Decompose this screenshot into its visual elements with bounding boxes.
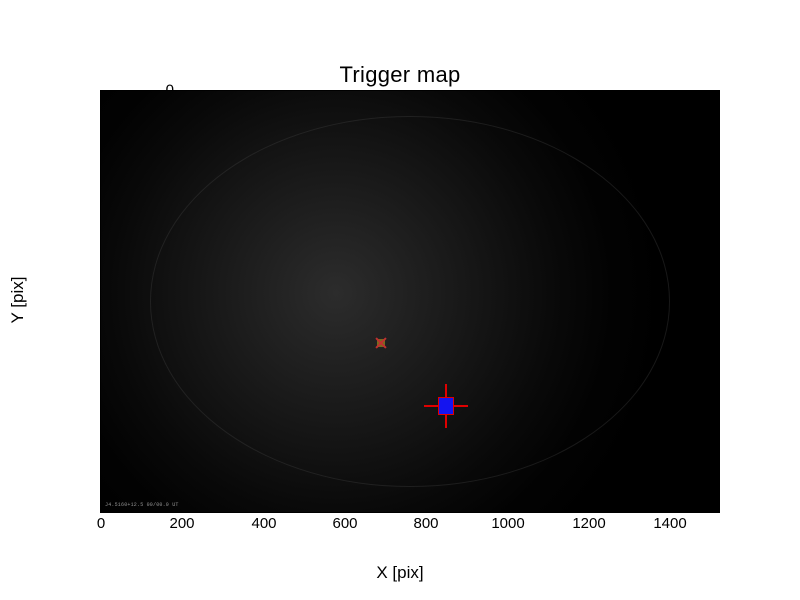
trigger-map-plot: J4.5160+12.5 00/00.0 UT: [100, 90, 720, 513]
main-marker-blob: [438, 397, 454, 415]
x-tick-800: 800: [413, 515, 438, 532]
x-axis-label: X [pix]: [376, 563, 423, 583]
x-tick-400: 400: [251, 515, 276, 532]
x-tick-1000: 1000: [491, 515, 524, 532]
image-caption: J4.5160+12.5 00/00.0 UT: [105, 502, 179, 508]
x-tick-1200: 1200: [572, 515, 605, 532]
x-tick-600: 600: [332, 515, 357, 532]
figure-container: Trigger map Y [pix] X [pix] 0 200 400 60…: [0, 0, 800, 600]
x-tick-1400: 1400: [653, 515, 686, 532]
y-axis-label: Y [pix]: [8, 277, 28, 324]
chart-title: Trigger map: [0, 62, 800, 88]
x-tick-0: 0: [97, 515, 105, 532]
vignette-boundary-ring: [150, 116, 669, 486]
x-tick-200: 200: [169, 515, 194, 532]
